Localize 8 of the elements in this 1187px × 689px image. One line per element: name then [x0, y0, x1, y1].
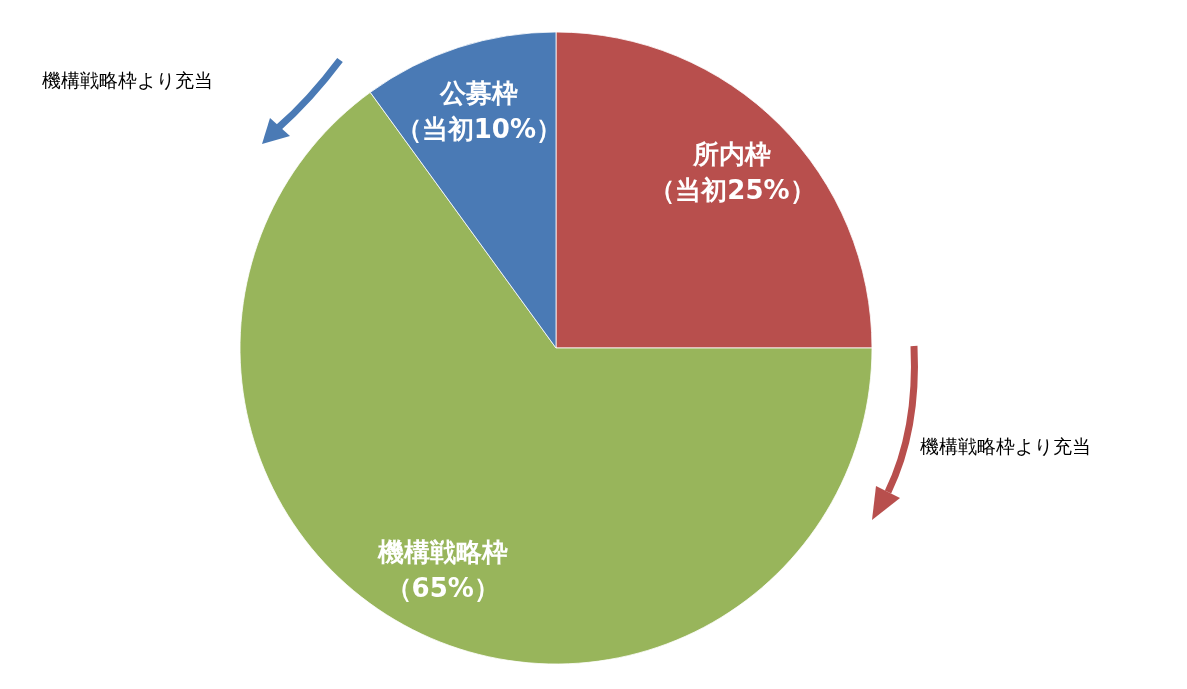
slice-label: 機構戦略枠: [376, 537, 508, 568]
slice-label: 所内枠: [692, 138, 772, 169]
slice-label: 公募枠: [438, 77, 518, 108]
text: 機構戦略枠より充当: [42, 68, 213, 91]
text: 機構戦略枠より充当: [920, 434, 1091, 457]
data-label: （65%）: [385, 573, 500, 604]
data-label: （当初10%）: [395, 113, 562, 144]
data-label: （当初25%）: [649, 174, 816, 205]
